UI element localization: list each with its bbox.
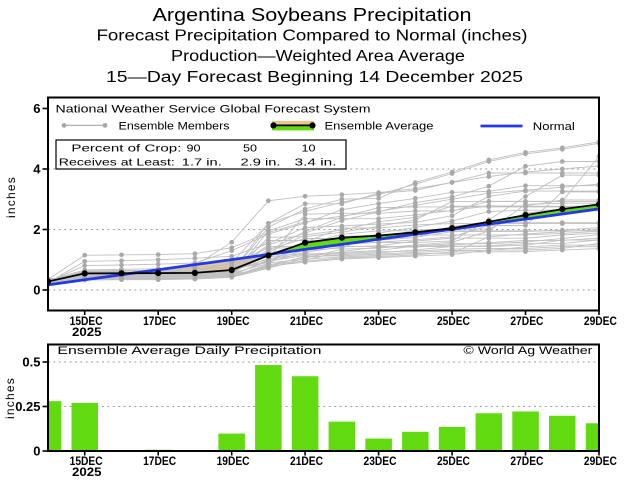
svg-text:90: 90 [187,142,201,154]
svg-text:25DEC: 25DEC [437,456,470,468]
svg-text:0.5: 0.5 [22,355,40,370]
svg-text:Production—Weighted Area Avera: Production—Weighted Area Average [171,48,465,65]
svg-text:2025: 2025 [72,467,102,479]
svg-text:0.25: 0.25 [15,399,40,414]
svg-text:© World Ag Weather: © World Ag Weather [463,345,592,357]
svg-text:Forecast Precipitation Compare: Forecast Precipitation Compared to Norma… [97,28,528,45]
svg-text:Ensemble Members: Ensemble Members [119,121,231,133]
svg-text:29DEC: 29DEC [584,456,617,468]
svg-text:2025: 2025 [72,327,102,339]
svg-text:2: 2 [33,222,40,237]
svg-text:21DEC: 21DEC [290,456,323,468]
svg-text:27DEC: 27DEC [510,316,543,328]
svg-text:0: 0 [33,283,40,298]
svg-text:3.4 in.: 3.4 in. [295,156,337,168]
svg-text:21DEC: 21DEC [290,316,323,328]
svg-text:Ensemble Average Daily Precipi: Ensemble Average Daily Precipitation [57,345,321,357]
svg-text:0: 0 [33,444,40,459]
svg-text:National Weather Service Globa: National Weather Service Global Forecast… [56,103,371,115]
svg-text:Argentina Soybeans Precipitati: Argentina Soybeans Precipitation [153,5,472,25]
svg-text:17DEC: 17DEC [143,456,176,468]
svg-text:inches: inches [4,176,18,218]
svg-text:23DEC: 23DEC [364,316,397,328]
svg-text:Receives at Least:: Receives at Least: [59,156,175,168]
svg-text:19DEC: 19DEC [217,456,250,468]
svg-text:4: 4 [33,162,41,177]
svg-text:2.9 in.: 2.9 in. [241,156,281,168]
svg-text:6: 6 [33,101,40,116]
svg-text:Normal: Normal [533,121,575,133]
svg-text:50: 50 [243,142,257,154]
svg-text:17DEC: 17DEC [143,316,176,328]
svg-text:27DEC: 27DEC [510,456,543,468]
svg-text:10: 10 [302,142,316,154]
svg-text:15—Day Forecast Beginning 14 D: 15—Day Forecast Beginning 14 December 20… [106,69,523,86]
svg-text:19DEC: 19DEC [217,316,250,328]
svg-text:Ensemble Average: Ensemble Average [325,121,434,133]
svg-text:23DEC: 23DEC [364,456,397,468]
svg-text:29DEC: 29DEC [584,316,617,328]
svg-text:inches: inches [3,377,17,419]
svg-text:25DEC: 25DEC [437,316,470,328]
svg-text:Percent of Crop:: Percent of Crop: [71,142,181,154]
svg-text:1.7 in.: 1.7 in. [182,156,222,168]
